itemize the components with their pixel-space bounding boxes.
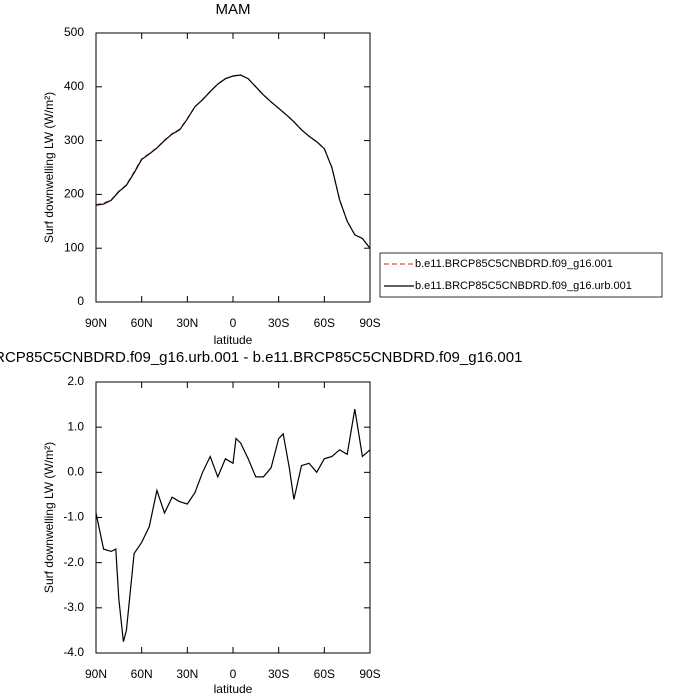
y-tick-label: 300: [64, 133, 84, 147]
x-tick-label: 30S: [268, 316, 289, 330]
chart-title: b.e11.BRCP85C5CNBDRD.f09_g16.urb.001 - b…: [0, 349, 522, 366]
x-tick-label: 90S: [359, 667, 380, 681]
y-tick-label: -4.0: [63, 645, 84, 659]
x-tick-label: 30N: [176, 316, 198, 330]
y-tick-label: -2.0: [63, 555, 84, 569]
y-tick-label: -3.0: [63, 600, 84, 614]
x-tick-label: 90N: [85, 316, 107, 330]
chart-title: MAM: [216, 1, 251, 18]
y-tick-label: 100: [64, 240, 84, 254]
x-tick-label: 90N: [85, 667, 107, 681]
y-tick-label: 0.0: [67, 465, 84, 479]
plot-frame: [95, 32, 371, 303]
legend-box: [379, 252, 663, 298]
x-tick-label: 0: [230, 316, 237, 330]
x-tick-label: 30S: [268, 667, 289, 681]
y-tick-label: 0: [77, 294, 84, 308]
x-tick-label: 0: [230, 667, 237, 681]
legend-label: b.e11.BRCP85C5CNBDRD.f09_g16.001: [415, 258, 613, 270]
y-tick-label: 500: [64, 25, 84, 39]
x-tick-label: 90S: [359, 316, 380, 330]
y-tick-label: 400: [64, 79, 84, 93]
x-tick-label: 60N: [131, 667, 153, 681]
y-tick-label: 2.0: [67, 374, 84, 388]
x-tick-label: 30N: [176, 667, 198, 681]
y-tick-label: 200: [64, 187, 84, 201]
y-axis-label: Surf downwelling LW (W/m²): [42, 442, 56, 593]
x-tick-label: 60S: [314, 667, 335, 681]
x-axis-label: latitude: [214, 682, 253, 696]
legend-label: b.e11.BRCP85C5CNBDRD.f09_g16.urb.001: [415, 280, 632, 292]
data-line: [95, 74, 371, 249]
x-tick-label: 60N: [131, 316, 153, 330]
y-axis-label: Surf downwelling LW (W/m²): [42, 92, 56, 243]
x-tick-label: 60S: [314, 316, 335, 330]
x-axis-label: latitude: [214, 333, 253, 347]
data-line: [95, 409, 371, 642]
y-tick-label: 1.0: [67, 419, 84, 433]
y-tick-label: -1.0: [63, 510, 84, 524]
plot-frame: [95, 381, 371, 654]
